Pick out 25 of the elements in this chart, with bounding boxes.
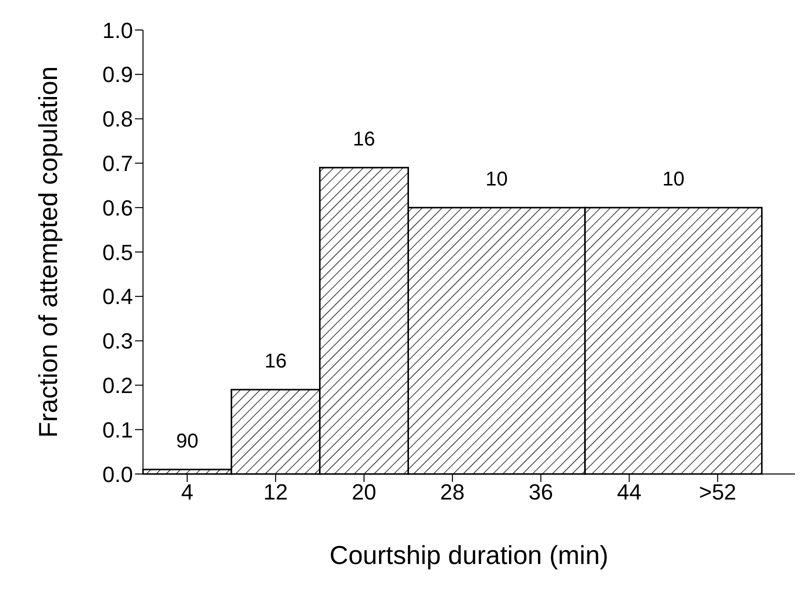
x-axis-title: Courtship duration (min) [330, 540, 608, 570]
x-tick-label: 4 [181, 480, 194, 505]
x-tick-label: 28 [440, 480, 465, 505]
y-axis-title: Fraction of attempted copulation [33, 66, 64, 438]
y-tick-label: 0.9 [102, 62, 133, 88]
y-tick-label: 0.1 [102, 417, 133, 442]
annotation: 10 [486, 168, 508, 191]
y-tick-label: 0.0 [102, 462, 133, 487]
x-tick-label: 12 [263, 480, 288, 505]
y-tick-label: 0.8 [102, 106, 133, 132]
annotation: 16 [352, 128, 376, 151]
y-tick-label: 1.0 [102, 18, 133, 43]
annotation: 16 [264, 350, 287, 373]
annotation: 10 [662, 168, 685, 191]
x-tick-label: 36 [528, 480, 554, 505]
y-tick-label: 0.6 [102, 195, 133, 220]
y-tick-label: 0.5 [102, 240, 133, 265]
annotation: 90 [176, 430, 198, 453]
y-tick-label: 0.2 [102, 373, 133, 398]
x-tick-label: 20 [352, 480, 376, 505]
x-tick-label: >52 [698, 480, 736, 505]
y-tick-label: 0.7 [102, 151, 133, 176]
x-tick-label: 44 [616, 480, 642, 505]
y-tick-label: 0.3 [102, 328, 133, 354]
y-tick-label: 0.4 [102, 284, 133, 310]
